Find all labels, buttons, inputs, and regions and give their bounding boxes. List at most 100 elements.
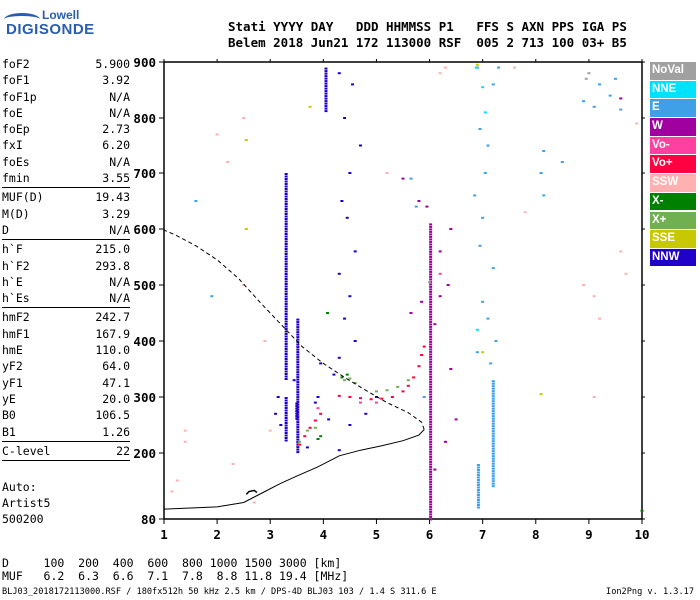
- echo-mark: [412, 376, 416, 379]
- echo-mark: [284, 429, 288, 432]
- echo-mark: [491, 427, 495, 430]
- echo-mark: [183, 429, 187, 432]
- echo-mark: [475, 328, 479, 331]
- echo-mark: [491, 457, 495, 460]
- echo-mark: [296, 378, 300, 381]
- echo-mark: [284, 273, 288, 275]
- series-ssw: [170, 66, 639, 504]
- logo-arc: [4, 13, 40, 26]
- chart-marks: [170, 63, 644, 521]
- echo-mark: [429, 313, 433, 316]
- echo-mark: [324, 110, 328, 113]
- legend: NoVal NNE E W Vo- Vo+ SSW X- X+ SSE NNW: [650, 62, 696, 268]
- echo-mark: [351, 83, 355, 86]
- echo-mark: [491, 467, 495, 470]
- version-label: Ion2Png v. 1.3.17: [606, 587, 694, 597]
- echo-mark: [491, 417, 495, 420]
- echo-mark: [475, 63, 479, 66]
- echo-mark: [284, 268, 288, 270]
- echo-mark: [284, 318, 288, 320]
- echo-mark: [296, 388, 300, 391]
- echo-mark: [476, 504, 480, 506]
- echo-mark: [324, 85, 328, 88]
- echo-mark: [429, 423, 433, 426]
- echo-mark: [284, 293, 288, 295]
- echo-mark: [476, 476, 480, 479]
- echo-mark: [429, 253, 433, 256]
- echo-mark: [429, 413, 433, 416]
- echo-mark: [429, 245, 433, 248]
- param-label: foF2: [2, 57, 30, 71]
- echo-mark: [486, 144, 490, 147]
- echo-mark: [284, 368, 288, 370]
- echo-mark: [429, 388, 433, 391]
- echo-mark: [337, 449, 341, 452]
- echo-mark: [476, 489, 480, 491]
- param-separator: [2, 307, 130, 309]
- echo-mark: [429, 460, 433, 463]
- echo-mark: [295, 402, 299, 405]
- echo-mark: [491, 440, 495, 443]
- echo-mark: [491, 415, 495, 418]
- echo-mark: [582, 100, 586, 103]
- echo-mark: [284, 303, 288, 305]
- echo-mark: [308, 105, 312, 108]
- echo-mark: [296, 358, 300, 361]
- echo-mark: [284, 275, 288, 278]
- legend-entry-vo: Vo+: [650, 155, 696, 173]
- echo-mark: [319, 362, 323, 365]
- parameter-list: foF2 5.900 foF1 3.92 foF1p N/A foE N/A foEp 2.73 f…: [2, 56, 130, 462]
- echo-mark: [438, 72, 442, 75]
- echo-mark: [284, 375, 288, 378]
- echo-mark: [491, 412, 495, 415]
- echo-mark: [429, 510, 433, 513]
- echo-mark: [296, 423, 300, 426]
- echo-mark: [284, 437, 288, 439]
- param-row: M(D) 3.29: [2, 206, 130, 222]
- echo-mark: [476, 474, 480, 476]
- echo-mark: [429, 455, 433, 458]
- echo-mark: [284, 360, 288, 363]
- echo-mark: [491, 407, 495, 410]
- param-row: fmin 3.55: [2, 170, 130, 186]
- y-tick-label: 600: [133, 222, 156, 237]
- echo-mark: [284, 343, 288, 345]
- legend-entry-nnw: NNW: [650, 248, 696, 267]
- echo-mark: [353, 382, 357, 384]
- echo-mark: [324, 97, 328, 100]
- echo-mark: [608, 94, 612, 97]
- echo-mark: [491, 442, 495, 445]
- param-row: yF2 64.0: [2, 358, 130, 374]
- echo-mark: [316, 396, 320, 398]
- series-noval: [428, 72, 591, 284]
- echo-mark: [429, 358, 433, 361]
- param-label: foF1p: [2, 89, 37, 104]
- echo-mark: [476, 496, 480, 499]
- echo-mark: [635, 122, 639, 125]
- echo-mark: [345, 216, 349, 219]
- echo-mark: [284, 358, 288, 360]
- echo-mark: [284, 345, 288, 348]
- echo-mark: [284, 180, 288, 183]
- echo-mark: [422, 345, 426, 348]
- header-labels: Stati YYYY DAY DDD HHMMSS P1 FFS S AXN P…: [228, 19, 627, 34]
- echo-mark: [429, 300, 433, 303]
- echo-mark: [284, 353, 288, 355]
- echo-mark: [337, 356, 341, 359]
- param-label: D: [2, 222, 9, 237]
- param-label: foE: [2, 105, 23, 120]
- echo-mark: [284, 188, 288, 190]
- echo-mark: [429, 448, 433, 451]
- echo-mark: [284, 300, 288, 303]
- echo-mark: [491, 420, 495, 423]
- echo-mark: [491, 465, 495, 468]
- echo-mark: [409, 177, 413, 180]
- echo-mark: [420, 300, 424, 303]
- echo-mark: [284, 175, 288, 178]
- echo-mark: [429, 500, 433, 503]
- echo-mark: [284, 378, 288, 380]
- echo-mark: [296, 343, 300, 346]
- echo-mark: [324, 102, 328, 105]
- echo-mark: [308, 426, 312, 429]
